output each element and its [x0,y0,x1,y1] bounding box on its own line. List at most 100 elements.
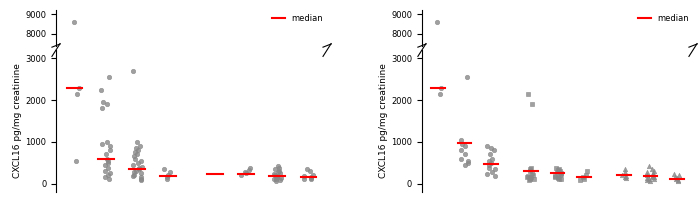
Point [489,186,500,189]
Point [272,187,283,190]
Point [527,103,538,106]
Point [483,163,494,166]
Point [134,166,145,169]
Point [102,186,113,189]
Point [460,144,471,148]
Point [529,187,540,191]
Point [104,140,115,143]
Point [483,181,494,184]
Point [135,178,146,181]
Point [646,183,657,186]
Point [161,187,172,190]
Point [244,166,256,169]
Point [648,185,659,189]
Point [273,166,284,169]
Point [456,171,468,174]
Point [104,171,116,175]
Point [461,76,472,79]
Point [70,159,81,162]
Point [275,187,286,190]
Point [550,182,561,185]
Point [132,176,143,179]
Point [489,183,500,186]
Point [525,187,536,190]
Point [553,187,564,191]
Point [274,169,285,173]
Point [162,178,173,181]
Point [550,166,561,169]
Point [523,174,534,178]
Point [670,187,681,190]
Point [488,174,499,177]
Point [489,167,500,170]
Point [641,170,652,174]
Point [132,170,143,173]
Point [436,144,447,148]
Point [71,92,83,95]
Point [556,185,567,189]
Point [526,185,537,188]
Point [299,177,310,180]
Point [243,183,254,186]
Point [304,184,315,187]
Point [524,167,536,170]
Point [99,176,110,179]
Point [243,168,254,171]
Point [136,182,147,185]
Point [553,167,564,170]
Point [104,185,116,188]
Point [668,173,680,176]
Point [129,184,140,187]
Point [103,166,114,169]
Point [620,170,631,174]
Point [161,176,172,179]
Y-axis label: CXCL16 pg/mg creatinine: CXCL16 pg/mg creatinine [379,63,389,178]
Point [132,174,144,177]
Point [129,174,140,177]
Point [648,175,659,179]
Point [102,103,113,106]
Point [136,185,147,188]
Point [482,185,493,189]
Point [104,172,116,175]
Point [524,188,536,191]
Point [455,157,466,160]
Point [648,187,659,190]
Point [524,183,536,186]
Point [617,186,628,189]
Point [270,183,281,186]
Point [240,171,251,175]
Point [641,187,652,190]
Legend: median: median [272,14,323,23]
Point [553,183,564,187]
Point [99,163,111,166]
Point [553,169,564,172]
Point [244,182,256,185]
Point [302,183,313,186]
Point [105,148,116,152]
Point [556,171,567,175]
Point [135,187,146,190]
Point [164,184,176,187]
Point [272,176,283,179]
Point [304,169,315,173]
Point [482,173,493,176]
Point [484,166,495,169]
Point [136,171,147,175]
Point [269,177,280,180]
Point [522,147,533,151]
Point [136,179,147,182]
Point [131,173,142,176]
Point [130,175,141,178]
Point [299,187,310,191]
Point [431,20,442,24]
Point [619,167,630,170]
Point [549,175,560,179]
Point [459,181,470,184]
Point [486,170,498,174]
Point [74,144,85,148]
Point [581,186,592,189]
Point [99,187,110,190]
Point [102,178,113,181]
Point [524,178,536,181]
